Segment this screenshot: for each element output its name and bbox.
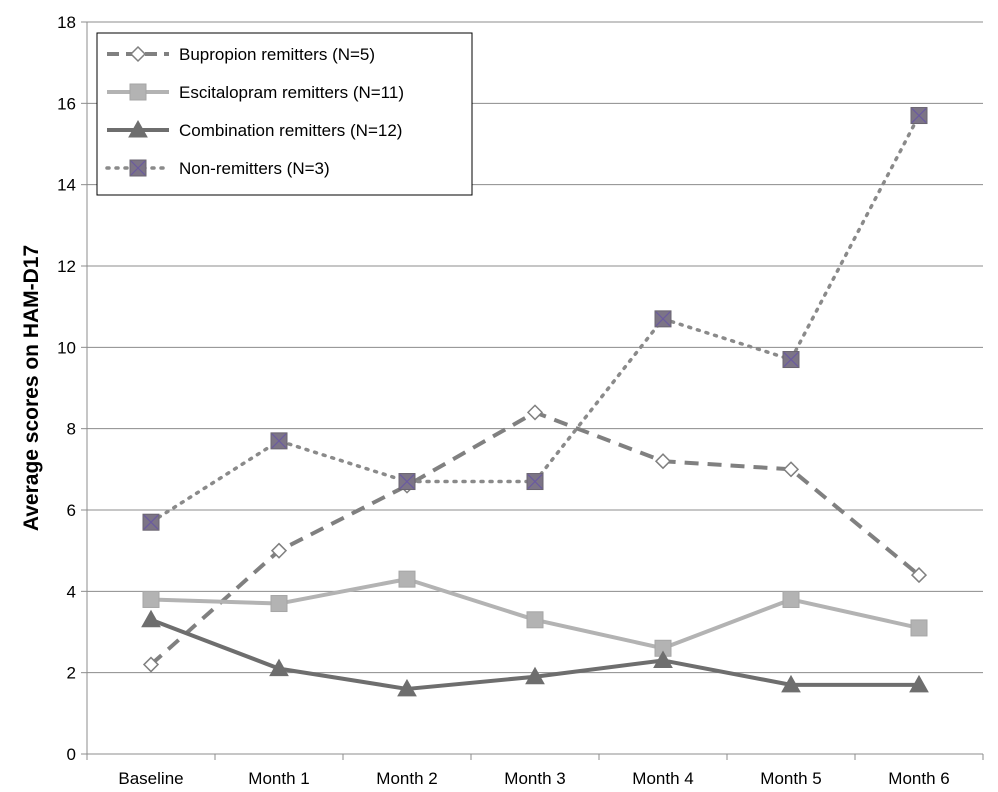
- data-point: [270, 542, 288, 559]
- series-1: [142, 404, 928, 673]
- legend-item: Bupropion remitters (N=5): [107, 45, 375, 64]
- legend-label: Combination remitters (N=12): [179, 121, 402, 140]
- data-point: [398, 473, 416, 491]
- data-point: [654, 310, 672, 328]
- legend-item: Non-remitters (N=3): [105, 159, 330, 178]
- x-tick-label: Month 5: [760, 769, 821, 788]
- marker-cross: [271, 433, 287, 449]
- marker-cross: [655, 311, 671, 327]
- data-point: [910, 567, 928, 584]
- legend-label: Bupropion remitters (N=5): [179, 45, 375, 64]
- data-point: [654, 453, 672, 470]
- y-tick-label: 18: [57, 13, 76, 32]
- data-point: [782, 351, 800, 369]
- y-tick-label: 14: [57, 176, 76, 195]
- data-point: [526, 611, 544, 629]
- data-point: [141, 609, 161, 628]
- y-axis-title: Average scores on HAM-D17: [20, 245, 43, 531]
- x-tick-label: Month 6: [888, 769, 949, 788]
- data-point: [525, 666, 545, 685]
- y-tick-label: 10: [57, 338, 76, 357]
- marker-cross: [911, 108, 927, 123]
- data-point: [397, 678, 417, 697]
- x-tick-label: Month 2: [376, 769, 437, 788]
- data-point: [128, 119, 148, 138]
- x-tick-label: Baseline: [118, 769, 183, 788]
- data-point: [781, 674, 801, 693]
- data-point: [653, 650, 673, 668]
- legend-item: Combination remitters (N=12): [107, 119, 402, 140]
- marker-cross: [783, 352, 799, 367]
- y-tick-label: 0: [67, 745, 76, 764]
- data-point: [270, 432, 288, 450]
- marker-cross: [143, 514, 159, 530]
- legend-label: Escitalopram remitters (N=11): [179, 83, 404, 102]
- data-point: [270, 595, 288, 613]
- data-point: [526, 404, 544, 421]
- data-point: [142, 656, 160, 673]
- y-tick-label: 8: [67, 420, 76, 439]
- series: [141, 107, 929, 697]
- data-point: [909, 674, 929, 693]
- legend-label: Non-remitters (N=3): [179, 159, 330, 178]
- data-point: [910, 619, 928, 637]
- x-tick-label: Month 3: [504, 769, 565, 788]
- series-3: [141, 609, 929, 697]
- data-point: [526, 473, 544, 491]
- series-2: [142, 570, 928, 657]
- marker-cross: [399, 474, 415, 489]
- data-point: [142, 590, 160, 608]
- data-point: [142, 513, 160, 531]
- y-tick-label: 16: [57, 94, 76, 113]
- legend: Bupropion remitters (N=5) Escitalopram re…: [96, 32, 473, 196]
- y-tick-label: 4: [67, 582, 76, 601]
- series-4: [142, 107, 928, 531]
- data-point: [129, 83, 147, 101]
- y-tick-label: 6: [67, 501, 76, 520]
- x-tick-label: Month 1: [248, 769, 309, 788]
- y-tick-label: 2: [67, 664, 76, 683]
- marker-cross: [527, 474, 543, 489]
- data-point: [782, 590, 800, 608]
- data-point: [269, 658, 289, 677]
- data-point: [398, 570, 416, 588]
- data-point: [129, 45, 147, 63]
- legend-item: Escitalopram remitters (N=11): [107, 83, 404, 102]
- data-point: [910, 107, 928, 125]
- x-tick-label: Month 4: [632, 769, 693, 788]
- data-point: [782, 461, 800, 478]
- data-point: [129, 159, 147, 177]
- axes: 0 2 4 6 8 10 12 14 16 18 Baseline Month 1 Month 2 Mon…: [57, 13, 984, 788]
- y-tick-label: 12: [57, 257, 76, 276]
- marker-cross: [130, 160, 146, 176]
